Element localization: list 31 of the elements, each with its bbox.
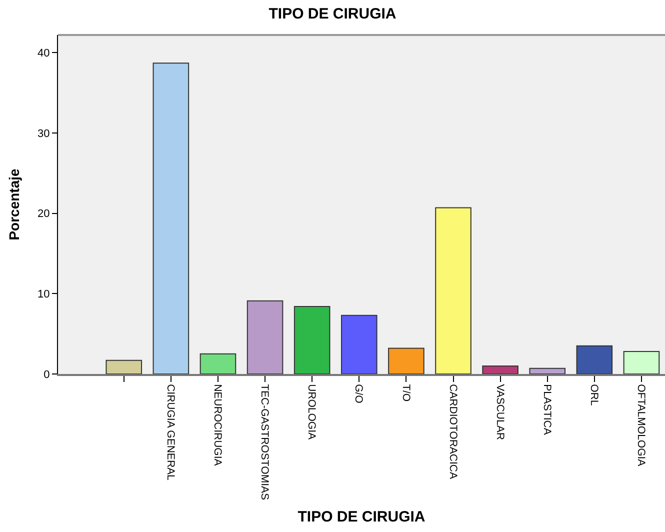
x-tick-label: T/O xyxy=(400,384,412,402)
y-tick-label: 0 xyxy=(44,368,50,381)
x-axis-title: TIPO DE CIRUGIA xyxy=(298,508,426,526)
chart-title: TIPO DE CIRUGIA xyxy=(268,5,396,22)
x-tick-label: PLASTICA xyxy=(540,384,553,435)
bar xyxy=(294,306,330,374)
bar xyxy=(623,351,660,374)
x-tick-label: TEC-GASTROSTOMIAS xyxy=(258,384,271,500)
x-tick-label: CIRUGIA GENERAL xyxy=(164,384,177,481)
bar xyxy=(341,314,378,374)
x-tick-label: UROLOGIA xyxy=(306,384,318,440)
x-tick-label: CARDIOTORACICA xyxy=(446,384,459,480)
bar xyxy=(246,300,284,374)
y-tick-label: 20 xyxy=(38,208,50,220)
bar xyxy=(106,360,142,374)
x-tick-label: VASCULAR xyxy=(494,384,506,440)
bar xyxy=(200,353,236,374)
x-tick-label: G/O xyxy=(352,384,365,404)
bar xyxy=(529,368,566,374)
y-tick-label: 30 xyxy=(38,128,50,140)
x-tick-label: NEUROCIRUGIA xyxy=(212,384,224,466)
y-tick-label: 10 xyxy=(38,288,50,301)
bar xyxy=(576,345,613,374)
bar xyxy=(435,207,472,374)
bar xyxy=(482,365,518,374)
y-axis-title: Porcentaje xyxy=(6,168,22,240)
x-tick-label: ORL xyxy=(588,384,600,406)
bar xyxy=(152,62,190,374)
bar xyxy=(388,348,424,374)
x-tick-label: OFTALMOLOGIA xyxy=(635,384,648,466)
y-tick-label: 40 xyxy=(38,48,50,60)
